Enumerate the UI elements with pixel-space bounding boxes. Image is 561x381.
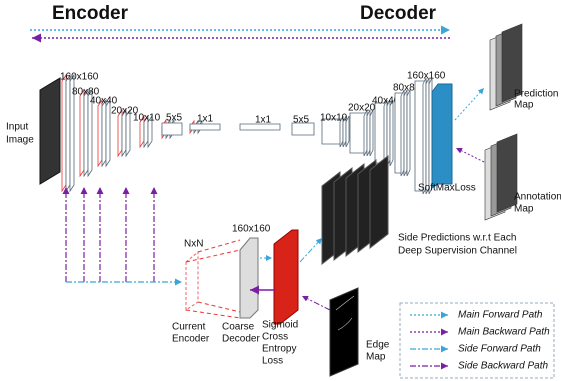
forward-arrow [300,238,322,262]
decoder-block [390,100,393,166]
edge-map-label: Map [366,352,386,363]
backward-arrow [456,148,484,162]
encoder-size: 5x5 [166,113,183,124]
decoder-block [404,90,407,176]
input-label: Input [6,122,28,133]
prediction-map-label: Map [514,100,534,111]
decoder-title: Decoder [360,3,437,24]
loss-label: Loss [262,356,283,367]
prediction-map-label: Prediction [514,89,558,100]
edge-map [330,288,358,376]
encoder-block [98,100,102,166]
forward-arrow [455,88,484,120]
encoder-block [122,110,126,156]
encoder-size: 10x10 [133,113,161,124]
encoder-block [102,100,106,166]
input-image [40,78,60,184]
legend-label: Main Forward Path [458,310,543,321]
current-encoder [186,252,198,310]
current-encoder-label: Current [172,322,206,333]
annotation-map-label: Map [514,204,534,215]
encoder-size: 1x1 [197,114,214,125]
loss-block [274,230,298,324]
current-encoder-label: Encoder [172,334,210,345]
loss-label: Sigmoid [262,320,298,331]
encoder-block [118,110,122,156]
decoder-block [426,78,429,194]
encoder-block [80,90,84,176]
decoder-size: 1x1 [255,115,272,126]
encoder-block [126,110,130,156]
decoder-block [401,90,404,176]
decoder-size: 160x160 [407,71,446,82]
input-label: Image [6,135,34,146]
encoder-block [84,90,88,176]
side-prediction [370,156,388,248]
side-predictions-label: Deep Supervision Channel [398,246,517,257]
loss-label: Entropy [262,344,296,355]
encoder-block [66,75,70,191]
legend-label: Side Forward Path [458,344,541,355]
loss-label: Cross [262,332,288,343]
decoder-block [407,90,410,176]
annotation-map-label: Annotation [514,192,561,203]
coarse-decoder-label: Coarse [222,322,255,333]
encoder-block [190,124,220,130]
side-predictions-label: Side Predictions w.r.t Each [398,233,516,244]
decoder-block [367,110,370,156]
softmax-label: SoftMaxLoss [418,183,476,194]
decoder-size: 10x10 [320,113,348,124]
decoder-block [364,110,367,156]
softmax-block [432,84,452,188]
decoder-size: 5x5 [293,115,310,126]
encoder-block [162,123,182,135]
encoder-block [106,100,110,166]
diagram: EncoderDecoderInputImage160x16080x8040x4… [0,0,561,381]
decoder-block [384,100,387,166]
encoder-size: 160x160 [60,72,99,83]
backward-arrow [302,296,330,310]
coarse-decoder [240,238,258,318]
decoder-block [423,78,426,194]
legend-label: Side Backward Path [458,361,548,372]
legend-label: Main Backward Path [458,327,550,338]
encoder-title: Encoder [52,3,129,24]
kernel-label: NxN [184,239,203,250]
coarse-decoder-label: Decoder [222,334,260,345]
edge-map-label: Edge [366,340,390,351]
decoder-block [370,110,373,156]
encoder-block [62,75,66,191]
side-size: 160x160 [232,224,271,235]
